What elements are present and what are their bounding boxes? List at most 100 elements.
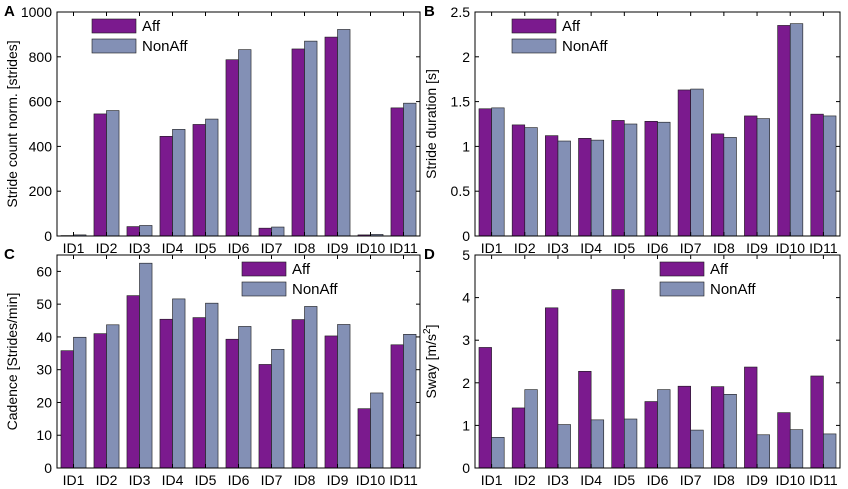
bar-nonaff-id9 bbox=[337, 324, 351, 469]
bar-nonaff-id5 bbox=[624, 418, 638, 469]
bar-nonaff-id3 bbox=[557, 424, 571, 469]
x-tick-label: ID1 bbox=[63, 472, 85, 488]
bar-aff-id2 bbox=[511, 124, 526, 237]
bar-nonaff-id4 bbox=[590, 139, 605, 237]
bar-nonaff-id3 bbox=[139, 225, 153, 237]
bar-nonaff-id9 bbox=[337, 29, 351, 237]
bar-aff-id2 bbox=[511, 407, 526, 469]
bar-nonaff-id5 bbox=[624, 123, 638, 237]
x-tick-label: ID3 bbox=[547, 472, 569, 488]
bar-nonaff-id3 bbox=[557, 140, 571, 237]
bar-nonaff-id6 bbox=[657, 389, 671, 469]
x-tick-label: ID5 bbox=[613, 472, 635, 488]
legend-label-aff: Aff bbox=[710, 261, 729, 278]
bar-aff-id6 bbox=[644, 401, 658, 469]
x-tick-label: ID6 bbox=[228, 240, 250, 256]
axes-frame bbox=[56, 11, 421, 237]
y-tick-label: 3 bbox=[462, 332, 470, 348]
legend-label-aff: Aff bbox=[142, 18, 161, 35]
y-axis-label: Stride duration [s] bbox=[423, 69, 439, 179]
x-tick-label: ID3 bbox=[547, 240, 569, 256]
bar-aff-id7 bbox=[258, 364, 272, 469]
bar-aff-id8 bbox=[710, 386, 725, 469]
y-tick-label: 40 bbox=[36, 329, 52, 345]
x-tick-label: ID8 bbox=[294, 240, 316, 256]
y-tick-label: 400 bbox=[29, 138, 53, 154]
panel-label: C bbox=[4, 246, 15, 263]
legend-label-nonaff: NonAff bbox=[292, 281, 338, 298]
bar-nonaff-id6 bbox=[238, 326, 252, 469]
legend-swatch-aff bbox=[511, 18, 557, 34]
x-tick-label: ID2 bbox=[514, 240, 536, 256]
bar-aff-id8 bbox=[291, 319, 305, 469]
bar-aff-id4 bbox=[578, 138, 592, 237]
bar-nonaff-id11 bbox=[403, 102, 417, 237]
bar-aff-id5 bbox=[192, 124, 206, 237]
bar-aff-id5 bbox=[192, 317, 206, 469]
bar-aff-id9 bbox=[744, 366, 758, 469]
bar-aff-id3 bbox=[545, 307, 559, 469]
bar-nonaff-id1 bbox=[73, 336, 87, 469]
x-tick-label: ID2 bbox=[96, 472, 118, 488]
y-axis-label: Cadence [Strides/min] bbox=[4, 293, 20, 431]
x-tick-label: ID7 bbox=[680, 472, 702, 488]
x-tick-label: ID2 bbox=[514, 472, 536, 488]
legend-label-aff: Aff bbox=[292, 261, 311, 278]
bar-nonaff-id11 bbox=[823, 433, 837, 469]
x-tick-label: ID4 bbox=[580, 472, 602, 488]
legend-swatch-nonaff bbox=[659, 281, 705, 297]
bar-aff-id3 bbox=[126, 226, 140, 237]
x-tick-label: ID9 bbox=[746, 472, 768, 488]
bar-aff-id5 bbox=[611, 120, 625, 237]
bar-nonaff-id5 bbox=[205, 302, 219, 469]
x-tick-label: ID3 bbox=[129, 472, 151, 488]
bar-aff-id7 bbox=[677, 89, 691, 237]
bar-nonaff-id5 bbox=[205, 118, 219, 237]
bar-nonaff-id11 bbox=[823, 115, 837, 237]
y-axis-label-main: Sway [m/s bbox=[423, 334, 439, 399]
bar-nonaff-id11 bbox=[403, 334, 417, 469]
x-tick-label: ID7 bbox=[261, 472, 283, 488]
y-axis-label: Stride count norm. [strides] bbox=[4, 40, 20, 207]
x-tick-label: ID11 bbox=[389, 472, 418, 488]
bar-aff-id8 bbox=[291, 48, 305, 237]
panel-label: D bbox=[424, 246, 435, 263]
bar-aff-id2 bbox=[93, 113, 107, 237]
axes-frame bbox=[56, 254, 421, 469]
bar-aff-id3 bbox=[126, 295, 140, 469]
y-tick-label: 2 bbox=[462, 49, 470, 65]
x-tick-label: ID4 bbox=[162, 472, 184, 488]
legend-label-nonaff: NonAff bbox=[142, 38, 188, 55]
axes-frame bbox=[474, 11, 841, 237]
bar-nonaff-id10 bbox=[789, 429, 804, 469]
y-axis-label-end: ] bbox=[423, 324, 439, 328]
bar-nonaff-id4 bbox=[172, 129, 186, 237]
y-tick-label: 800 bbox=[29, 49, 53, 65]
y-tick-label: 1000 bbox=[21, 4, 52, 20]
bar-nonaff-id1 bbox=[491, 107, 505, 237]
y-tick-label: 200 bbox=[29, 183, 53, 199]
x-tick-label: ID4 bbox=[580, 240, 602, 256]
bar-aff-id11 bbox=[390, 107, 404, 237]
bar-aff-id11 bbox=[810, 375, 824, 469]
x-tick-label: ID1 bbox=[481, 472, 503, 488]
bar-nonaff-id9 bbox=[756, 434, 770, 469]
bar-nonaff-id4 bbox=[590, 419, 605, 469]
bar-nonaff-id2 bbox=[524, 389, 538, 469]
legend-swatch-aff bbox=[659, 261, 705, 277]
y-tick-label: 4 bbox=[462, 290, 470, 306]
bar-aff-id4 bbox=[159, 136, 173, 237]
x-tick-label: ID5 bbox=[613, 240, 635, 256]
y-tick-label: 10 bbox=[36, 427, 52, 443]
bar-aff-id8 bbox=[710, 133, 725, 237]
bar-aff-id11 bbox=[390, 344, 404, 469]
bar-nonaff-id7 bbox=[690, 429, 704, 469]
bar-nonaff-id10 bbox=[370, 392, 384, 469]
x-tick-label: ID10 bbox=[356, 472, 386, 488]
bar-nonaff-id8 bbox=[304, 306, 318, 469]
bar-nonaff-id2 bbox=[524, 127, 538, 237]
panel-label: A bbox=[4, 3, 15, 20]
bar-nonaff-id6 bbox=[657, 121, 671, 237]
y-tick-label: 0 bbox=[44, 228, 52, 244]
x-tick-label: ID7 bbox=[680, 240, 702, 256]
